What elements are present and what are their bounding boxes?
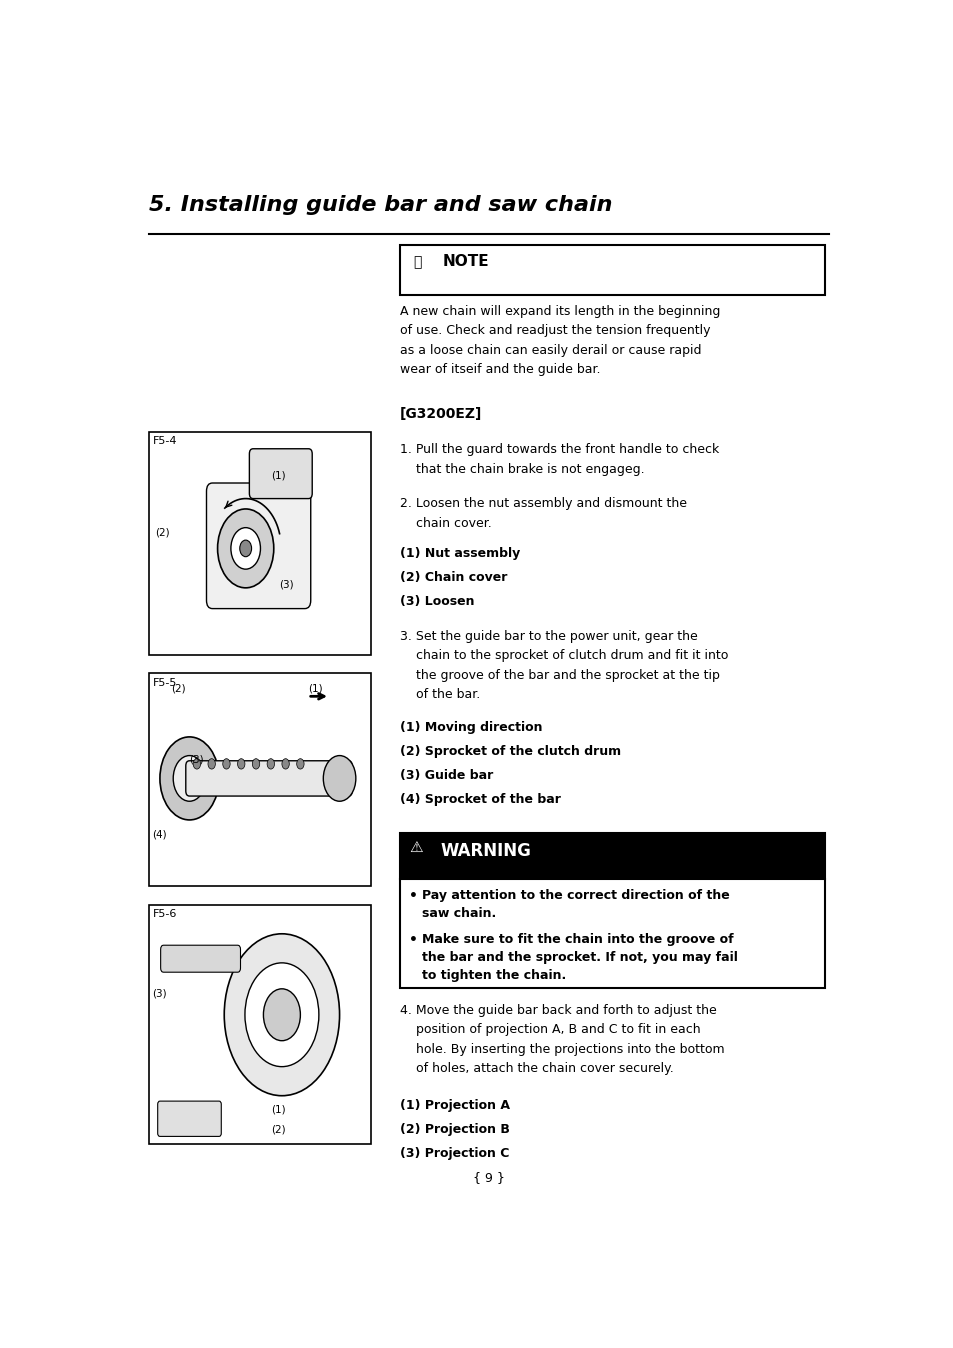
Text: (1): (1) [308,683,322,694]
Circle shape [239,541,252,557]
Text: 📖: 📖 [413,255,421,270]
Text: (3) Projection C: (3) Projection C [400,1147,509,1159]
Circle shape [193,759,200,770]
Bar [400,833,824,879]
Circle shape [173,756,206,801]
Circle shape [282,759,289,770]
FancyBboxPatch shape [186,760,352,797]
Text: [G3200EZ]: [G3200EZ] [400,407,482,421]
Text: (3): (3) [190,755,204,764]
Text: 3. Set the guide bar to the power unit, gear the
    chain to the sprocket of cl: 3. Set the guide bar to the power unit, … [400,630,728,701]
Text: 5. Installing guide bar and saw chain: 5. Installing guide bar and saw chain [149,195,612,214]
Text: (3) Guide bar: (3) Guide bar [400,768,493,782]
Circle shape [263,989,300,1041]
Text: F5-6: F5-6 [152,909,176,919]
Circle shape [245,962,318,1066]
Text: (1) Nut assembly: (1) Nut assembly [400,547,520,559]
FancyBboxPatch shape [249,449,312,499]
Text: (2) Projection B: (2) Projection B [400,1123,510,1136]
Text: F5-5: F5-5 [152,678,176,687]
Text: (4): (4) [152,829,167,840]
Circle shape [222,759,230,770]
Bar [149,431,370,655]
Text: (1) Projection A: (1) Projection A [400,1099,510,1112]
FancyBboxPatch shape [206,483,311,608]
Circle shape [252,759,259,770]
Text: (2): (2) [154,527,170,538]
Circle shape [267,759,274,770]
Text: NOTE: NOTE [442,255,489,270]
Text: F5-4: F5-4 [152,435,177,446]
Circle shape [160,737,219,820]
FancyBboxPatch shape [160,945,240,972]
Text: 1. Pull the guard towards the front handle to check
    that the chain brake is : 1. Pull the guard towards the front hand… [400,443,719,476]
Text: (1): (1) [271,1104,285,1115]
Bar [149,674,370,886]
Text: (2) Chain cover: (2) Chain cover [400,570,507,584]
Text: (3): (3) [152,989,167,999]
Circle shape [231,527,260,569]
Text: (1): (1) [272,470,286,480]
FancyBboxPatch shape [157,1101,221,1136]
Circle shape [323,756,355,801]
Circle shape [224,934,339,1096]
Bar [400,879,824,988]
Text: (3): (3) [278,580,294,589]
Text: •: • [409,933,417,946]
Text: Make sure to fit the chain into the groove of
the bar and the sprocket. If not, : Make sure to fit the chain into the groo… [422,933,738,981]
Text: Pay attention to the correct direction of the
saw chain.: Pay attention to the correct direction o… [422,890,729,921]
Text: { 9 }: { 9 } [473,1171,504,1184]
Text: A new chain will expand its length in the beginning
of use. Check and readjust t: A new chain will expand its length in th… [400,305,720,376]
Text: (2): (2) [171,683,186,694]
Text: 4. Move the guide bar back and forth to adjust the
    position of projection A,: 4. Move the guide bar back and forth to … [400,1003,724,1076]
Text: (1) Moving direction: (1) Moving direction [400,721,542,735]
Text: (4) Sprocket of the bar: (4) Sprocket of the bar [400,793,560,806]
Circle shape [237,759,245,770]
Circle shape [217,510,274,588]
Text: 2. Loosen the nut assembly and dismount the
    chain cover.: 2. Loosen the nut assembly and dismount … [400,497,686,530]
Text: (3) Loosen: (3) Loosen [400,594,475,608]
Circle shape [208,759,215,770]
Text: •: • [409,890,417,903]
Bar [400,245,824,295]
Text: WARNING: WARNING [440,841,531,860]
Circle shape [296,759,304,770]
Bar [149,905,370,1143]
Text: (2) Sprocket of the clutch drum: (2) Sprocket of the clutch drum [400,745,620,758]
Text: (2): (2) [271,1126,285,1135]
Text: ⚠: ⚠ [409,840,422,855]
